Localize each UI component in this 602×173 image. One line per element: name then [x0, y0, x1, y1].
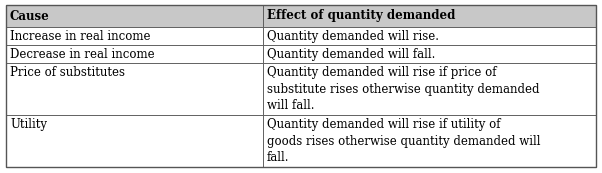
Text: Cause: Cause: [10, 10, 50, 22]
Text: Quantity demanded will fall.: Quantity demanded will fall.: [267, 48, 435, 61]
Bar: [6, 5, 262, 27]
Bar: [262, 63, 596, 115]
Bar: [262, 5, 596, 27]
Text: Quantity demanded will rise if price of
substitute rises otherwise quantity dema: Quantity demanded will rise if price of …: [267, 66, 539, 112]
Text: Utility: Utility: [10, 118, 47, 131]
Bar: [262, 115, 596, 167]
Text: Quantity demanded will rise.: Quantity demanded will rise.: [267, 30, 439, 43]
Bar: [6, 45, 262, 63]
Bar: [262, 27, 596, 45]
Bar: [6, 63, 262, 115]
Bar: [262, 45, 596, 63]
Text: Decrease in real income: Decrease in real income: [10, 48, 155, 61]
Bar: [6, 115, 262, 167]
Bar: [6, 27, 262, 45]
Text: Increase in real income: Increase in real income: [10, 30, 150, 43]
Text: Quantity demanded will rise if utility of
goods rises otherwise quantity demande: Quantity demanded will rise if utility o…: [267, 118, 540, 164]
Text: Effect of quantity demanded: Effect of quantity demanded: [267, 10, 455, 22]
Text: Price of substitutes: Price of substitutes: [10, 66, 125, 79]
